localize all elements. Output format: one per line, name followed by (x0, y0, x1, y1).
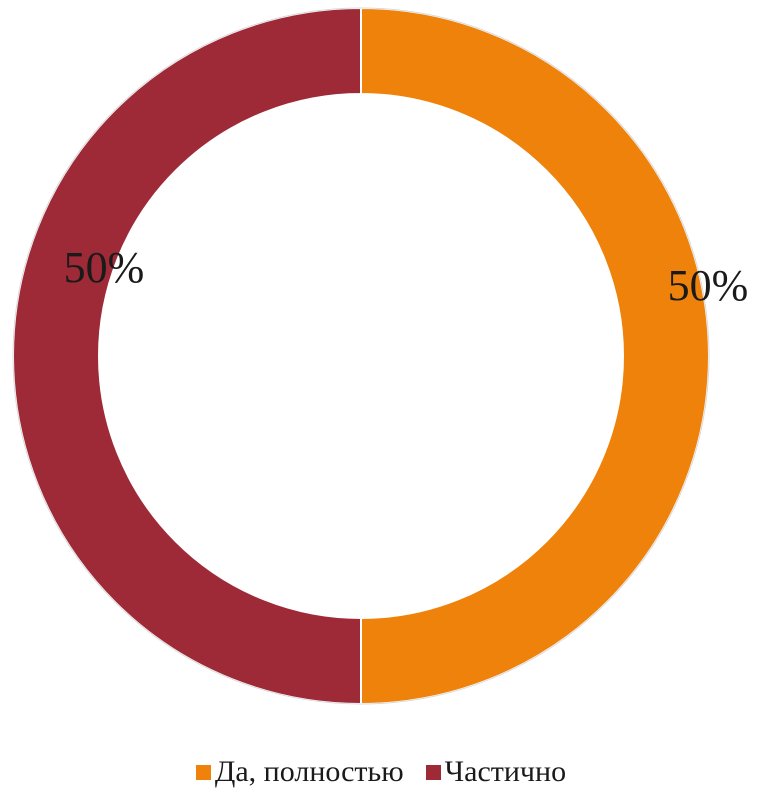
slices-group (12, 6, 710, 706)
legend-item-1: Да, полностью (195, 755, 404, 789)
data-labels-group: 50% 50% (64, 243, 749, 310)
legend-swatch-2 (425, 764, 441, 780)
data-label-1: 50% (668, 261, 749, 310)
chart-area: 50% 50% (12, 6, 749, 706)
legend-swatch-1 (195, 764, 211, 780)
data-label-2: 50% (64, 243, 145, 292)
doughnut-chart: 50% 50% (12, 6, 749, 706)
legend-label-1: Да, полностью (214, 755, 404, 788)
outer-ring-border (12, 7, 710, 705)
legend: Да, полностью Частично (0, 752, 762, 792)
slice-1 (360, 6, 710, 706)
legend-item-2: Частично (425, 755, 567, 789)
legend-label-2: Частично (444, 755, 567, 788)
slice-2 (12, 6, 362, 706)
